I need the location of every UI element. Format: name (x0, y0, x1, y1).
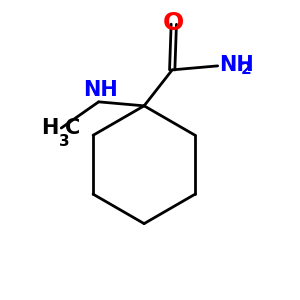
Text: 3: 3 (59, 134, 70, 148)
Text: H: H (41, 118, 58, 138)
Text: NH: NH (83, 80, 118, 100)
Text: C: C (65, 118, 80, 138)
Text: O: O (163, 11, 184, 35)
Text: NH: NH (219, 55, 254, 75)
Text: 2: 2 (240, 62, 251, 77)
